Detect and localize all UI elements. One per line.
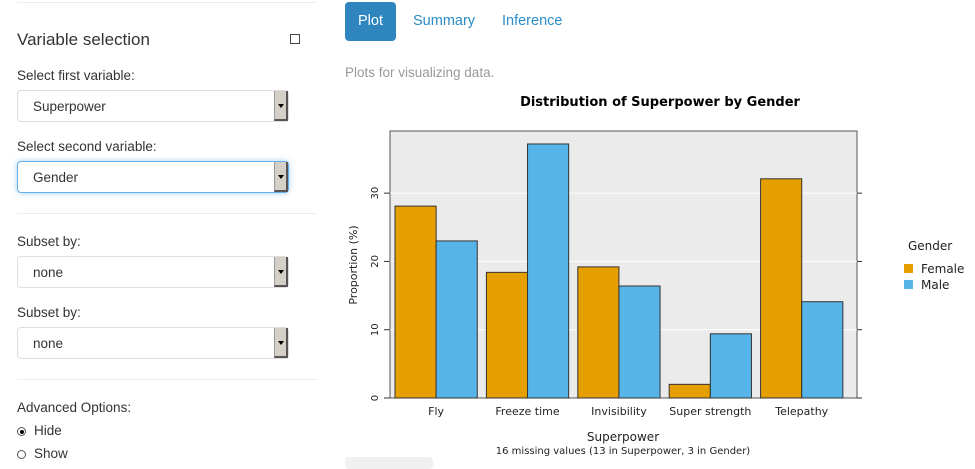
advanced-options-label: Advanced Options:	[17, 400, 132, 415]
chevron-down-icon[interactable]	[274, 91, 288, 121]
bar-male	[801, 301, 844, 399]
chart-title: Distribution of Superpower by Gender	[520, 95, 800, 110]
section-title: Variable selection	[17, 30, 150, 49]
tab-inference[interactable]: Inference	[502, 13, 563, 29]
y-axis-label: Proportion (%)	[347, 225, 360, 304]
first-variable-label: Select first variable:	[17, 68, 135, 83]
collapse-checkbox[interactable]	[290, 34, 300, 44]
bar-female	[394, 205, 437, 399]
x-tick-label: Invisibility	[591, 405, 647, 418]
bar-male	[618, 285, 661, 399]
first-variable-select[interactable]: Superpower	[17, 90, 289, 122]
download-button[interactable]	[345, 457, 433, 469]
selected-value: none	[33, 265, 64, 280]
x-axis-label: Superpower	[587, 430, 659, 444]
bar-female	[485, 271, 529, 399]
plot-description: Plots for visualizing data.	[345, 65, 495, 80]
chevron-down-icon[interactable]	[274, 257, 288, 287]
x-tick-label: Freeze time	[495, 405, 559, 418]
radio-hide[interactable]: Hide	[17, 423, 62, 438]
subset-label: Subset by:	[17, 234, 81, 249]
bar-male	[435, 240, 478, 399]
legend-label-male: Male	[921, 278, 949, 292]
subset-select-1[interactable]: none	[17, 256, 289, 288]
divider	[17, 379, 317, 380]
chevron-down-icon[interactable]	[274, 162, 288, 192]
radio-selected-icon	[17, 427, 26, 436]
radio-show[interactable]: Show	[17, 446, 68, 461]
legend-swatch-male	[904, 280, 913, 289]
radio-empty-icon	[17, 450, 26, 459]
bar-female	[668, 383, 711, 399]
bar-female	[577, 266, 620, 399]
x-tick-label: Super strength	[669, 405, 751, 418]
missing-values-note: 16 missing values (13 in Superpower, 3 i…	[496, 446, 751, 457]
y-tick-label: 10	[370, 323, 381, 336]
bar-female	[760, 178, 803, 399]
y-tick-label: 20	[370, 255, 381, 268]
subset-select-2[interactable]: none	[17, 327, 289, 359]
radio-label: Show	[34, 446, 68, 461]
legend-swatch-female	[904, 264, 913, 273]
x-tick-label: Telepathy	[774, 405, 828, 418]
subset-label: Subset by:	[17, 305, 81, 320]
divider	[17, 213, 317, 214]
radio-label: Hide	[34, 423, 62, 438]
selected-value: none	[33, 336, 64, 351]
chevron-down-icon[interactable]	[274, 328, 288, 358]
bar-male	[709, 333, 752, 399]
selected-value: Gender	[33, 170, 79, 185]
second-variable-select[interactable]: Gender	[17, 161, 289, 193]
y-tick-label: 0	[370, 395, 381, 401]
legend-label-female: Female	[921, 262, 964, 276]
divider	[17, 2, 317, 3]
second-variable-label: Select second variable:	[17, 139, 157, 154]
y-tick-label: 30	[370, 187, 381, 200]
bar-male	[527, 143, 570, 399]
tab-summary[interactable]: Summary	[413, 13, 476, 29]
tab-plot[interactable]: Plot	[345, 2, 396, 41]
legend-title: Gender	[908, 239, 952, 253]
x-tick-label: Fly	[428, 405, 444, 418]
selected-value: Superpower	[33, 99, 106, 114]
